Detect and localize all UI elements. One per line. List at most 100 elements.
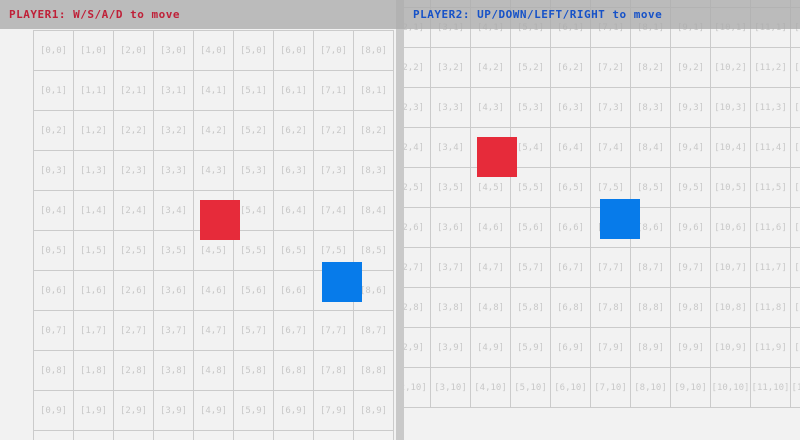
grid-cell: [3,4]: [431, 128, 471, 168]
grid-cell: [2,2]: [404, 48, 431, 88]
grid-cell: [5,8]: [234, 351, 274, 391]
grid-cell: [8,8]: [354, 351, 394, 391]
grid-cell: [3,5]: [431, 168, 471, 208]
grid-cell: [6,9]: [551, 328, 591, 368]
grid-cell: [10,5]: [711, 168, 751, 208]
grid-cell: [11,3]: [751, 88, 791, 128]
grid-cell: [2,6]: [404, 208, 431, 248]
grid-cell: [2,10]: [404, 368, 431, 408]
grid-cell: [8,6]: [631, 208, 671, 248]
grid-cell: [1,7]: [74, 311, 114, 351]
grid-cell: [9,2]: [671, 48, 711, 88]
grid-cell: [9,7]: [671, 248, 711, 288]
grid-cell: [12,10]: [791, 368, 800, 408]
grid-cell: [7,1]: [314, 71, 354, 111]
grid-cell: [4,10]: [471, 368, 511, 408]
grid-cell: [11,5]: [751, 168, 791, 208]
grid-cell: [4,0]: [194, 31, 234, 71]
grid-cell: [3,2]: [154, 111, 194, 151]
grid-cell: [3,3]: [154, 151, 194, 191]
grid-cell: [4,8]: [194, 351, 234, 391]
grid-cell: [6,6]: [274, 271, 314, 311]
grid-cell: [11,9]: [751, 328, 791, 368]
grid-cell: [8,2]: [631, 48, 671, 88]
grid-cell: [6,0]: [274, 31, 314, 71]
grid-cell: [4,8]: [471, 288, 511, 328]
player1-header: PLAYER1: W/S/A/D to move: [9, 8, 180, 21]
grid-cell: [7,0]: [314, 31, 354, 71]
grid-cell: [9,8]: [671, 288, 711, 328]
grid-cell: [2,3]: [404, 88, 431, 128]
grid-cell: [5,4]: [234, 191, 274, 231]
grid-cell: [5,3]: [511, 88, 551, 128]
grid-cell: [4,6]: [194, 271, 234, 311]
grid-cell: [8,5]: [354, 231, 394, 271]
grid-cell: [4,2]: [194, 111, 234, 151]
grid-cell: [8,4]: [631, 128, 671, 168]
grid-cell: [3,8]: [154, 351, 194, 391]
grid-cell: [4,7]: [471, 248, 511, 288]
grid-cell: [12,6]: [791, 208, 800, 248]
grid-cell: [11,7]: [751, 248, 791, 288]
grid-cell: [4,2]: [471, 48, 511, 88]
grid-cell: [8,7]: [354, 311, 394, 351]
grid-cell: [1,10]: [74, 431, 114, 440]
grid-cell: [6,5]: [274, 231, 314, 271]
grid-cell: [10,9]: [711, 328, 751, 368]
grid-cell: [5,8]: [511, 288, 551, 328]
grid-cell: [4,1]: [194, 71, 234, 111]
grid-cell: [5,10]: [234, 431, 274, 440]
player2-view-blue-player-square: [600, 199, 640, 239]
grid-cell: [5,6]: [511, 208, 551, 248]
grid-cell: [8,3]: [631, 88, 671, 128]
grid-cell: [2,4]: [114, 191, 154, 231]
grid-cell: [8,4]: [354, 191, 394, 231]
player1-viewport[interactable]: [0,0] [1,0] [2,0] [3,0] [4,0] [5,0] [6,0] [7,0]…: [0, 0, 396, 440]
grid-cell: [2,2]: [114, 111, 154, 151]
grid-cell: [8,10]: [631, 368, 671, 408]
grid-cell: [4,9]: [194, 391, 234, 431]
grid-cell: [10,2]: [711, 48, 751, 88]
grid-cell: [1,5]: [74, 231, 114, 271]
grid-cell: [2,3]: [114, 151, 154, 191]
grid-cell: [3,7]: [431, 248, 471, 288]
grid-cell: [9,3]: [671, 88, 711, 128]
grid-cell: [2,10]: [114, 431, 154, 440]
grid-cell: [5,9]: [511, 328, 551, 368]
grid-cell: [11,8]: [751, 288, 791, 328]
grid-cell: [6,3]: [274, 151, 314, 191]
grid-cell: [5,3]: [234, 151, 274, 191]
grid-cell: [5,4]: [511, 128, 551, 168]
grid-cell: [6,10]: [551, 368, 591, 408]
grid-cell: [3,1]: [154, 71, 194, 111]
grid-cell: [5,7]: [234, 311, 274, 351]
grid-cell: [0,7]: [34, 311, 74, 351]
grid: [2,0][3,0][4,0][5,0][6,0][7,0][8,0][9,0]…: [404, 0, 800, 408]
grid-cell: [2,5]: [114, 231, 154, 271]
grid-cell: [7,3]: [314, 151, 354, 191]
grid-cell: [7,4]: [591, 128, 631, 168]
grid-cell: [8,8]: [631, 288, 671, 328]
grid-cell: [1,4]: [74, 191, 114, 231]
grid-cell: [1,6]: [74, 271, 114, 311]
grid-cell: [8,9]: [354, 391, 394, 431]
grid-cell: [6,5]: [551, 168, 591, 208]
grid-cell: [7,9]: [314, 391, 354, 431]
grid-cell: [10,4]: [711, 128, 751, 168]
grid: [0,0] [1,0] [2,0] [3,0] [4,0] [5,0] [6,0] [7,0]…: [33, 30, 394, 440]
grid-cell: [4,7]: [194, 311, 234, 351]
grid-cell: [10,8]: [711, 288, 751, 328]
grid-cell: [3,9]: [154, 391, 194, 431]
grid-cell: [2,4]: [404, 128, 431, 168]
grid-cell: [8,3]: [354, 151, 394, 191]
player2-viewport[interactable]: [2,0][3,0][4,0][5,0][6,0][7,0][8,0][9,0]…: [404, 0, 800, 440]
grid-cell: [0,1]: [34, 71, 74, 111]
grid-cell: [12,8]: [791, 288, 800, 328]
grid-cell: [9,9]: [671, 328, 711, 368]
grid-cell: [1,3]: [74, 151, 114, 191]
grid-cell: [3,6]: [154, 271, 194, 311]
grid-cell: [6,3]: [551, 88, 591, 128]
grid-cell: [8,7]: [631, 248, 671, 288]
grid-cell: [6,4]: [274, 191, 314, 231]
